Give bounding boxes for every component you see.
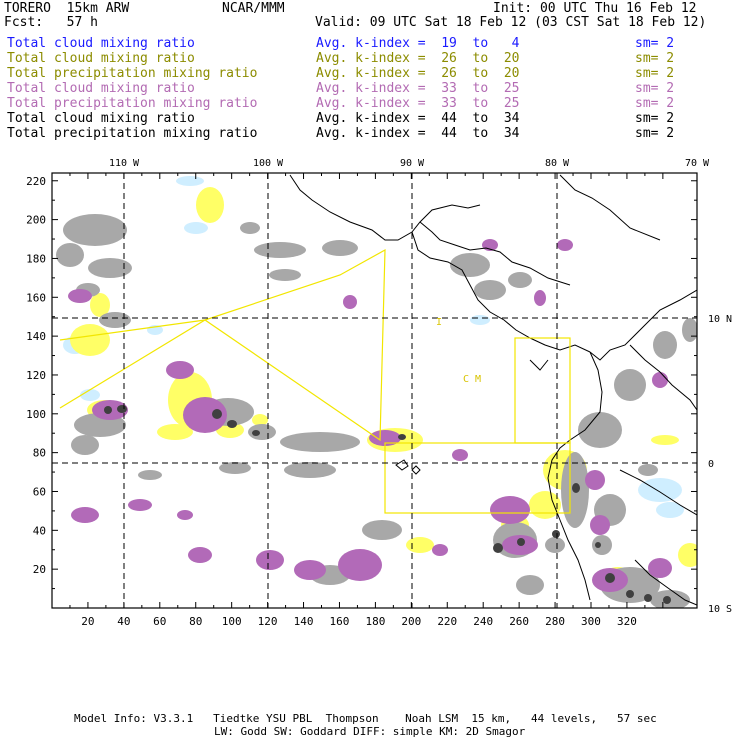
valid-time: Valid: 09 UTC Sat 18 Feb 12 (03 CST Sat …	[315, 15, 707, 30]
y-axis-labels: 20 40 60 80 100 120 140 160 180 200 220	[26, 175, 46, 576]
light-cloud-layer	[63, 176, 684, 518]
x-tick-label: 180	[365, 615, 385, 628]
forecast-hour: Fcst: 57 h	[4, 15, 98, 30]
y-tick-label: 200	[26, 214, 46, 227]
longitude-label: 90 W	[400, 158, 425, 169]
legend-index-1: Avg. k-index = 26 to 20	[316, 51, 520, 66]
legend-index-2: Avg. k-index = 26 to 20	[316, 66, 520, 81]
x-tick-label: 80	[189, 615, 202, 628]
x-axis-ticks	[51, 173, 664, 608]
legend-field-4: Total precipitation mixing ratio	[7, 96, 258, 111]
x-tick-label: 320	[617, 615, 637, 628]
legend-sm-5: sm= 2	[635, 111, 675, 126]
legend-field-5: Total cloud mixing ratio	[7, 111, 195, 126]
purple-precip-layer	[68, 239, 672, 592]
latitude-labels: 10 N 0 10 S	[708, 314, 732, 615]
y-tick-label: 100	[26, 408, 46, 421]
x-tick-label: 240	[473, 615, 493, 628]
y-tick-label: 60	[33, 485, 46, 498]
latitude-label: 10 N	[708, 314, 732, 325]
legend-index-3: Avg. k-index = 33 to 25	[316, 81, 520, 96]
longitude-label: 70 W	[685, 158, 710, 169]
legend-sm-6: sm= 2	[635, 126, 675, 141]
latitude-label: 0	[708, 459, 714, 470]
x-tick-label: 220	[437, 615, 457, 628]
legend-sm-0: sm= 2	[635, 36, 675, 51]
x-tick-label: 300	[581, 615, 601, 628]
legend-field-1: Total cloud mixing ratio	[7, 51, 195, 66]
legend-index-5: Avg. k-index = 44 to 34	[316, 111, 520, 126]
longitude-label: 80 W	[545, 158, 570, 169]
y-tick-label: 140	[26, 330, 46, 343]
map-frame	[51, 172, 698, 609]
latitude-label: 10 S	[708, 604, 732, 615]
footer-physics-info: LW: Godd SW: Goddard DIFF: simple KM: 2D…	[214, 725, 526, 738]
coastlines	[289, 174, 697, 606]
legend-index-6: Avg. k-index = 44 to 34	[316, 126, 520, 141]
legend-field-0: Total cloud mixing ratio	[7, 36, 195, 51]
legend-sm-4: sm= 2	[635, 96, 675, 111]
y-axis-ticks	[52, 180, 697, 609]
graticule	[52, 173, 697, 608]
legend-field-6: Total precipitation mixing ratio	[7, 126, 258, 141]
map-annotation-small: I	[436, 317, 442, 328]
init-time: Init: 00 UTC Thu 16 Feb 12	[493, 1, 697, 16]
y-tick-label: 220	[26, 175, 46, 188]
model-title: TORERO 15km ARW	[4, 1, 130, 16]
legend-index-0: Avg. k-index = 19 to 4	[316, 36, 520, 51]
y-tick-label: 20	[33, 563, 46, 576]
x-tick-label: 40	[117, 615, 130, 628]
org-label: NCAR/MMM	[222, 1, 285, 16]
x-tick-label: 120	[258, 615, 278, 628]
x-tick-label: 200	[401, 615, 421, 628]
longitude-label: 100 W	[253, 158, 284, 169]
gray-cloud-layer	[56, 214, 697, 608]
footer-model-info: Model Info: V3.3.1 Tiedtke YSU PBL Thomp…	[74, 712, 657, 725]
y-tick-label: 180	[26, 252, 46, 265]
x-tick-label: 140	[294, 615, 314, 628]
longitude-labels: 110 W 100 W 90 W 80 W 70 W	[109, 158, 710, 169]
y-tick-label: 160	[26, 291, 46, 304]
legend-field-3: Total cloud mixing ratio	[7, 81, 195, 96]
y-tick-label: 120	[26, 369, 46, 382]
x-tick-label: 160	[330, 615, 350, 628]
map-annotation: C M	[463, 374, 481, 385]
y-tick-label: 40	[33, 524, 46, 537]
x-axis-labels: 20 40 60 80 100 120 140 160 180 200 220 240 260 280 30…	[81, 615, 637, 628]
x-tick-label: 280	[545, 615, 565, 628]
x-tick-label: 260	[509, 615, 529, 628]
domain-outlines	[59, 248, 571, 514]
legend-field-2: Total precipitation mixing ratio	[7, 66, 258, 81]
x-tick-label: 60	[153, 615, 166, 628]
legend-sm-1: sm= 2	[635, 51, 675, 66]
longitude-label: 110 W	[109, 158, 140, 169]
legend-sm-3: sm= 2	[635, 81, 675, 96]
x-tick-label: 100	[222, 615, 242, 628]
x-tick-label: 20	[81, 615, 94, 628]
legend-index-4: Avg. k-index = 33 to 25	[316, 96, 520, 111]
y-tick-label: 80	[33, 447, 46, 460]
legend-sm-2: sm= 2	[635, 66, 675, 81]
